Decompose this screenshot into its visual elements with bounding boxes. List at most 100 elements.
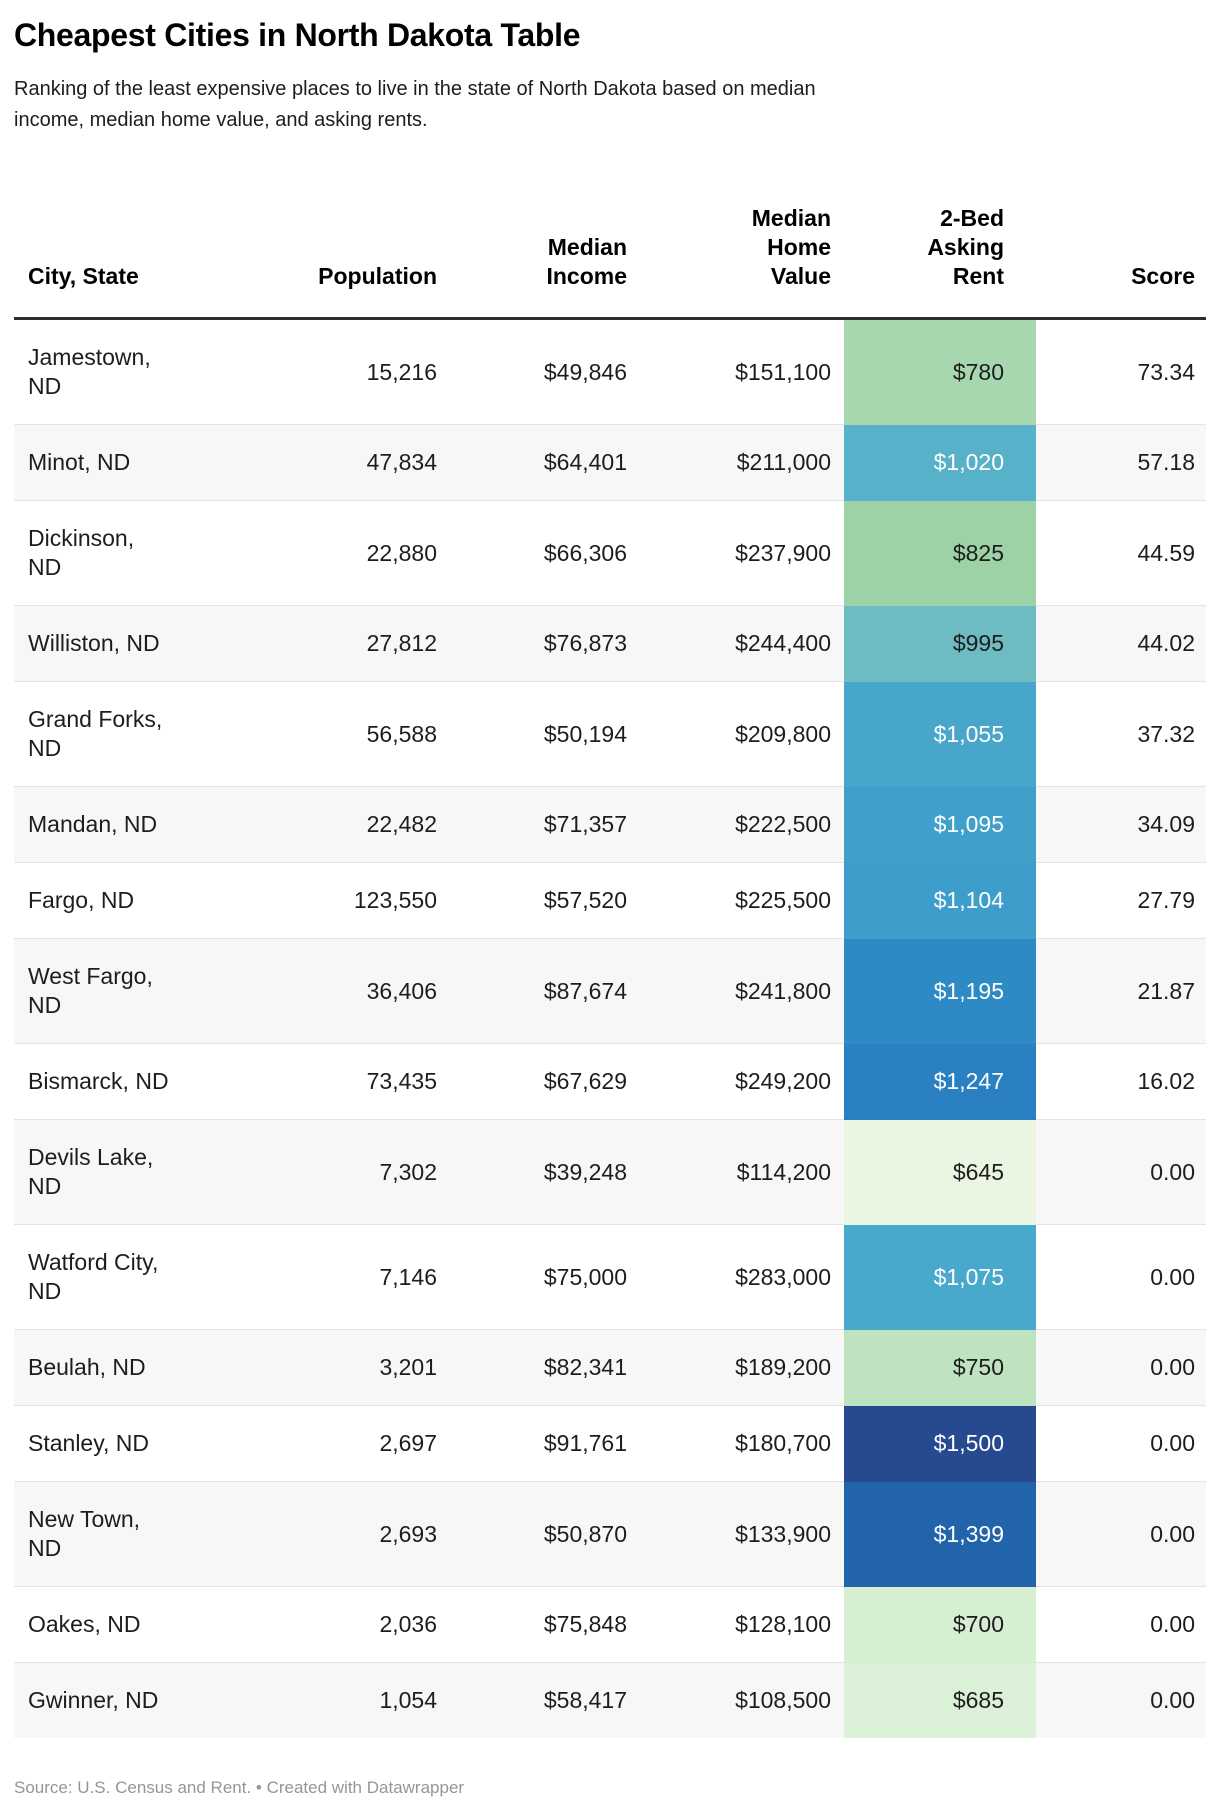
- source-attribution: Source: U.S. Census and Rent. • Created …: [14, 1778, 465, 1797]
- cell-inc: $91,761: [437, 1405, 627, 1482]
- column-header-2bed-asking-rent: 2-Bed Asking Rent: [927, 205, 1004, 289]
- cell-score: 34.09: [1036, 786, 1206, 863]
- cell-rent: $750: [844, 1329, 1036, 1406]
- cell-home: $222,500: [627, 786, 844, 863]
- table-header-row: City, State Population Median Income Med…: [14, 204, 1206, 319]
- cell-home: $180,700: [627, 1405, 844, 1482]
- cell-inc: $75,000: [437, 1224, 627, 1330]
- cell-score: 0.00: [1036, 1119, 1206, 1225]
- column-header-score: Score: [1131, 263, 1195, 289]
- cell-home: $249,200: [627, 1043, 844, 1120]
- cell-pop: 22,880: [230, 500, 437, 606]
- cheapest-cities-table: City, State Population Median Income Med…: [14, 204, 1206, 1738]
- cell-score: 0.00: [1036, 1586, 1206, 1663]
- cell-pop: 123,550: [230, 862, 437, 939]
- cell-rent: $995: [844, 605, 1036, 682]
- cell-city: Beulah, ND: [14, 1329, 230, 1406]
- cell-rent: $1,195: [844, 938, 1036, 1044]
- chart-title: Cheapest Cities in North Dakota Table: [14, 17, 581, 53]
- table-row: Stanley, ND 2,697 $91,761 $180,700 $1,500 0.0…: [14, 1405, 1206, 1482]
- cell-score: 0.00: [1036, 1481, 1206, 1587]
- cell-score: 21.87: [1036, 938, 1206, 1044]
- table-row: Beulah, ND 3,201 $82,341 $189,200 $750 0.00: [14, 1329, 1206, 1406]
- cell-rent: $1,247: [844, 1043, 1036, 1120]
- column-header-median-home-value: Median Home Value: [751, 205, 831, 289]
- cell-inc: $87,674: [437, 938, 627, 1044]
- table-body: Jamestown, ND 15,216 $49,846 $151,100 $780 73…: [14, 318, 1206, 1738]
- cell-pop: 15,216: [366, 358, 437, 385]
- cell-rent: $825: [844, 500, 1036, 606]
- cell-score: 0.00: [1036, 1224, 1206, 1330]
- cell-home: $133,900: [627, 1481, 844, 1587]
- cell-home: $209,800: [627, 681, 844, 787]
- cell-rent: $1,095: [844, 786, 1036, 863]
- column-header-city-state: City, State: [28, 263, 139, 289]
- cell-home: $241,800: [627, 938, 844, 1044]
- cell-city: West Fargo, ND: [14, 938, 230, 1044]
- cell-pop: 27,812: [230, 605, 437, 682]
- table-row: Fargo, ND 123,550 $57,520 $225,500 $1,104 27.…: [14, 862, 1206, 939]
- cell-city: Minot, ND: [14, 424, 230, 501]
- cell-pop: 2,697: [230, 1405, 437, 1482]
- cell-city: Mandan, ND: [14, 786, 230, 863]
- cell-pop: 2,036: [230, 1586, 437, 1663]
- cell-city: Devils Lake, ND: [14, 1119, 230, 1225]
- cell-pop: 56,588: [230, 681, 437, 787]
- cell-city: Grand Forks, ND: [14, 681, 230, 787]
- cell-pop: 7,146: [230, 1224, 437, 1330]
- cell-inc: $82,341: [437, 1329, 627, 1406]
- table-row: Williston, ND 27,812 $76,873 $244,400 $995 44…: [14, 605, 1206, 682]
- table-row: Minot, ND 47,834 $64,401 $211,000 $1,020 57.1…: [14, 424, 1206, 501]
- cell-rent: $1,104: [844, 862, 1036, 939]
- cell-home: $128,100: [627, 1586, 844, 1663]
- cell-inc: $75,848: [437, 1586, 627, 1663]
- table-row: Gwinner, ND 1,054 $58,417 $108,500 $685 0.00: [14, 1662, 1206, 1738]
- table-row: Devils Lake, ND 7,302 $39,248 $114,200 $645 0…: [14, 1119, 1206, 1225]
- table-row: Oakes, ND 2,036 $75,848 $128,100 $700 0.00: [14, 1586, 1206, 1663]
- cell-inc: $66,306: [437, 500, 627, 606]
- cell-score: 44.02: [1036, 605, 1206, 682]
- cell-home: $283,000: [627, 1224, 844, 1330]
- cell-rent: $1,020: [844, 424, 1036, 501]
- cell-score: 0.00: [1036, 1662, 1206, 1738]
- cell-pop: 3,201: [230, 1329, 437, 1406]
- cell-inc: $50,870: [437, 1481, 627, 1587]
- chart-subtitle: Ranking of the least expensive places to…: [14, 78, 816, 131]
- cell-score: 37.32: [1036, 681, 1206, 787]
- cell-home: $114,200: [627, 1119, 844, 1225]
- cell-score: 73.34: [1137, 358, 1195, 385]
- cell-rent: $1,500: [844, 1405, 1036, 1482]
- table-row: New Town, ND 2,693 $50,870 $133,900 $1,399 0.…: [14, 1481, 1206, 1587]
- cell-home: $237,900: [627, 500, 844, 606]
- cell-city: Gwinner, ND: [14, 1662, 230, 1738]
- cell-inc: $58,417: [437, 1662, 627, 1738]
- table-row: Jamestown, ND 15,216 $49,846 $151,100 $780 73…: [14, 318, 1206, 425]
- cell-rent: $1,399: [844, 1481, 1036, 1587]
- cell-pop: 22,482: [230, 786, 437, 863]
- cell-score: 0.00: [1036, 1405, 1206, 1482]
- cell-score: 0.00: [1036, 1329, 1206, 1406]
- cell-home: $244,400: [627, 605, 844, 682]
- column-header-median-income: Median Income: [546, 234, 627, 289]
- cell-home: $108,500: [627, 1662, 844, 1738]
- cell-pop: 47,834: [230, 424, 437, 501]
- cell-score: 16.02: [1036, 1043, 1206, 1120]
- cell-pop: 36,406: [230, 938, 437, 1044]
- cell-inc: $50,194: [437, 681, 627, 787]
- cell-score: 44.59: [1036, 500, 1206, 606]
- table-row: Bismarck, ND 73,435 $67,629 $249,200 $1,247 1…: [14, 1043, 1206, 1120]
- table-row: Mandan, ND 22,482 $71,357 $222,500 $1,095 34.…: [14, 786, 1206, 863]
- cell-inc: $57,520: [437, 862, 627, 939]
- cell-city: Dickinson, ND: [14, 500, 230, 606]
- cell-city: New Town, ND: [14, 1481, 230, 1587]
- cell-inc: $67,629: [437, 1043, 627, 1120]
- cell-rent: $645: [844, 1119, 1036, 1225]
- cell-inc: $71,357: [437, 786, 627, 863]
- cell-inc: $49,846: [543, 358, 627, 385]
- cell-rent: $700: [844, 1586, 1036, 1663]
- cell-city: Stanley, ND: [14, 1405, 230, 1482]
- table-row: West Fargo, ND 36,406 $87,674 $241,800 $1,19…: [14, 938, 1206, 1044]
- cell-city: Williston, ND: [14, 605, 230, 682]
- column-header-population: Population: [318, 263, 437, 289]
- cell-pop: 1,054: [230, 1662, 437, 1738]
